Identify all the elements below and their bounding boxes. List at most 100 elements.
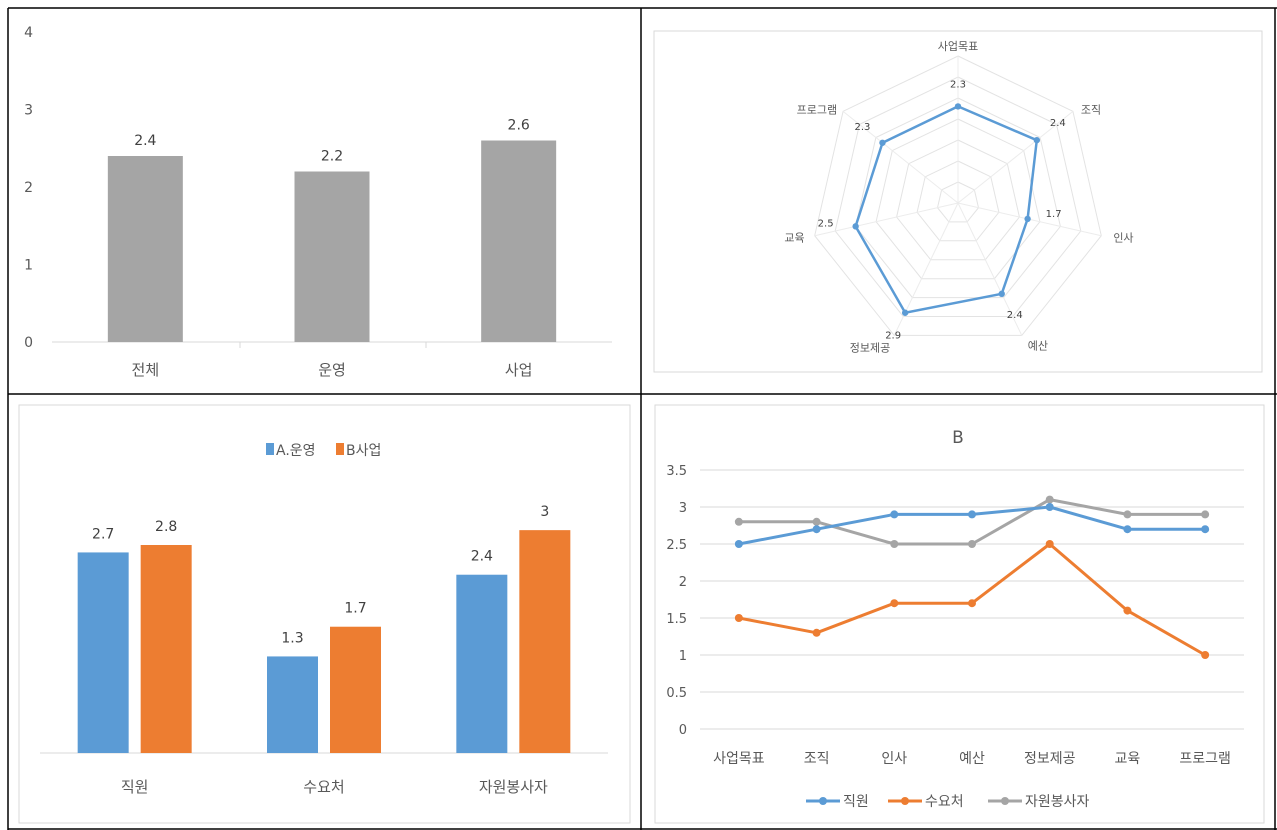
series-point <box>1045 503 1054 511</box>
data-label: 2.4 <box>1007 310 1023 321</box>
data-label: 1.3 <box>281 630 303 646</box>
grouped-bar-chart: A.운영 B사업 2.7 2.8 직원 1.3 1.7 수요처 2.4 3 자원봉사자 <box>40 443 608 796</box>
category-label: 인사 <box>1113 232 1133 245</box>
y-tick-label: 2 <box>679 575 687 590</box>
series-point <box>734 540 743 548</box>
radar-point <box>1024 215 1031 223</box>
series-point <box>890 510 899 519</box>
series-point <box>1201 510 1210 519</box>
radar-spoke <box>957 202 1023 336</box>
category-label: 교육 <box>784 232 804 245</box>
bar-chart-overall: 0 1 2 3 4 2.4 전체 2.2 운영 2.6 사업 <box>24 25 612 379</box>
data-label: 1.7 <box>344 601 366 617</box>
y-tick-label: 3 <box>679 501 687 516</box>
data-label: 2.7 <box>92 526 114 542</box>
radar-point <box>901 309 909 316</box>
category-label: 예산 <box>1028 339 1048 352</box>
legend-label: 직원 <box>843 794 869 810</box>
x-tick-label: 프로그램 <box>1179 751 1231 767</box>
series-point <box>1123 510 1132 519</box>
series-point <box>1123 525 1132 534</box>
data-label: 2.3 <box>855 122 871 133</box>
x-tick-label: 정보제공 <box>1024 751 1076 767</box>
y-tick-label: 1 <box>24 258 33 274</box>
x-tick-label: 사업목표 <box>713 751 765 767</box>
series-point <box>1123 606 1132 615</box>
bar <box>294 171 370 342</box>
series-line <box>738 498 1206 546</box>
line-chart-b: B 0 0.5 1 1.5 2 2.5 3 3.5 사업목표 조직 인사 예산 정보제공 교육 프로그램 직… <box>666 428 1244 810</box>
radar-series-line <box>854 105 1039 315</box>
data-label: 2.6 <box>508 118 530 134</box>
data-label: 2.3 <box>950 79 966 90</box>
data-label: 2.4 <box>471 549 493 565</box>
bar <box>77 552 129 753</box>
x-tick-label: 예산 <box>959 751 985 767</box>
bar <box>330 626 381 753</box>
series-point <box>1201 525 1210 534</box>
category-label: 프로그램 <box>797 103 837 116</box>
radar-point <box>852 223 859 230</box>
category-label: 사업목표 <box>938 40 978 53</box>
radar-point <box>954 103 962 110</box>
x-tick-label: 전체 <box>132 361 160 379</box>
category-label: 조직 <box>1081 103 1101 116</box>
legend-label: B사업 <box>346 443 381 459</box>
bar <box>456 574 508 753</box>
radar-point <box>998 290 1005 298</box>
x-tick-label: 수요처 <box>303 778 344 796</box>
series-point <box>1045 495 1054 504</box>
y-tick-label: 2 <box>24 180 33 196</box>
series-point <box>890 540 899 548</box>
legend-marker <box>901 797 909 805</box>
y-tick-label: 1 <box>679 649 687 664</box>
series-point <box>1045 540 1054 548</box>
radar-grid-ring <box>936 181 980 223</box>
radar-grid-ring <box>916 160 1000 242</box>
chart-title: B <box>952 428 964 448</box>
x-tick-label: 사업 <box>505 361 533 379</box>
y-tick-label: 4 <box>24 25 33 41</box>
series-point <box>968 599 976 608</box>
data-label: 2.9 <box>885 331 901 342</box>
legend-swatch <box>266 443 274 455</box>
radar-grid-ring <box>896 139 1020 261</box>
legend-marker <box>819 797 827 805</box>
series-point <box>812 525 821 534</box>
radar-point <box>1033 136 1041 144</box>
legend-label: 자원봉사자 <box>1025 794 1090 810</box>
bar <box>481 140 557 342</box>
bar <box>107 156 183 342</box>
data-label: 2.8 <box>155 519 177 535</box>
bar <box>519 530 571 753</box>
data-label: 3 <box>540 504 549 520</box>
bar <box>140 545 192 753</box>
radar-grid-ring <box>875 118 1041 280</box>
radar-spoke <box>814 202 959 237</box>
data-label: 1.7 <box>1046 209 1062 220</box>
radar-grid-ring <box>855 97 1061 299</box>
bar <box>267 656 318 753</box>
legend-swatch <box>336 443 344 455</box>
series-point <box>734 614 743 622</box>
legend-label: A.운영 <box>276 443 316 459</box>
legend-marker <box>1001 797 1009 805</box>
series-point <box>890 599 899 608</box>
x-tick-label: 교육 <box>1115 751 1141 767</box>
data-label: 2.2 <box>321 149 343 165</box>
radar-point <box>879 139 886 146</box>
data-label: 2.5 <box>818 218 834 229</box>
x-tick-label: 조직 <box>804 751 830 767</box>
x-tick-label: 직원 <box>121 778 149 796</box>
y-tick-label: 3 <box>24 103 33 119</box>
radar-spoke <box>842 110 959 204</box>
series-point <box>812 628 821 637</box>
category-label: 정보제공 <box>850 341 890 354</box>
radar-spoke <box>957 110 1074 204</box>
radar-grid-ring <box>814 55 1102 336</box>
y-tick-label: 0.5 <box>666 686 687 701</box>
x-tick-label: 자원봉사자 <box>479 778 548 796</box>
series-point <box>1201 651 1210 659</box>
legend-label: 수요처 <box>925 794 964 810</box>
